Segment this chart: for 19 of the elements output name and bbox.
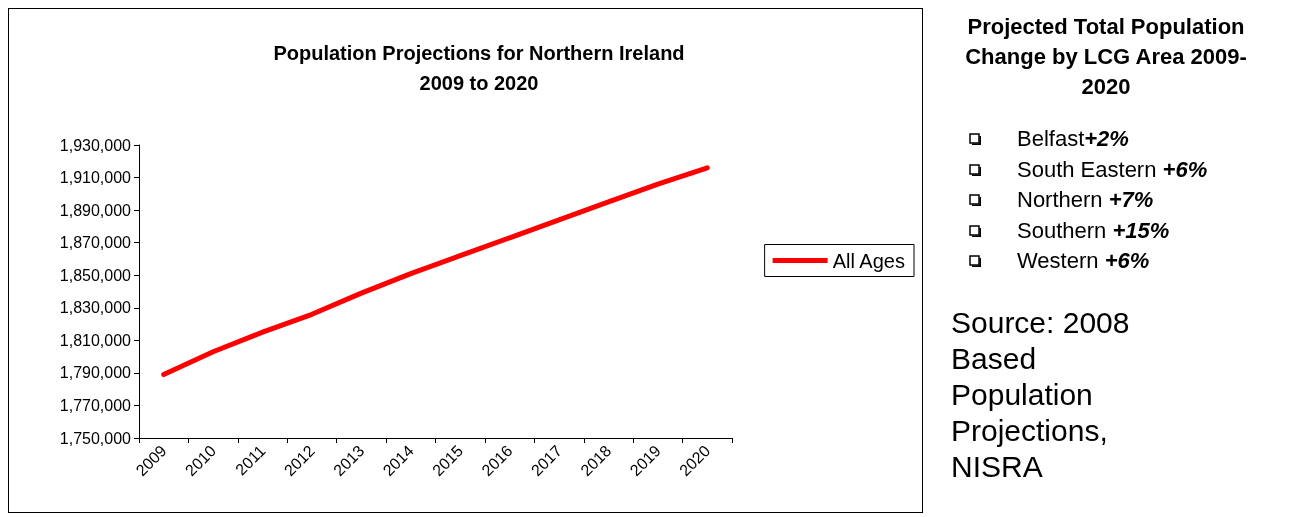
text: Belfast+2%	[1017, 126, 1129, 153]
y-tick-label: 1,850,000	[59, 266, 132, 284]
y-tick-label: 1,890,000	[59, 201, 132, 219]
text: Northern +7%	[1017, 187, 1154, 214]
y-tick-label: 1,770,000	[59, 396, 132, 414]
text: South Eastern +6%	[1017, 156, 1208, 183]
text: Western +6%	[1017, 248, 1150, 275]
source-note: Source: 2008 Based Population Projections, NISRA	[951, 304, 1131, 485]
legend-label: All Ages	[832, 249, 905, 272]
y-tick-label: 1,810,000	[59, 331, 132, 349]
text: Projected Total Population Change by LCG Area 2009-2020	[964, 13, 1248, 101]
y-tick-label: 1,750,000	[59, 429, 132, 447]
y-tick-label: 1,930,000	[59, 136, 132, 154]
y-tick-label: 1,830,000	[59, 299, 132, 317]
y-tick-label: 1,870,000	[59, 234, 132, 252]
y-tick-label: 1,790,000	[59, 364, 132, 382]
text: Southern +15%	[1017, 217, 1170, 244]
y-tick-label: 1,910,000	[59, 169, 132, 187]
chart-title: Population Projections for Northern Ireland 2009 to 2020	[273, 42, 685, 94]
